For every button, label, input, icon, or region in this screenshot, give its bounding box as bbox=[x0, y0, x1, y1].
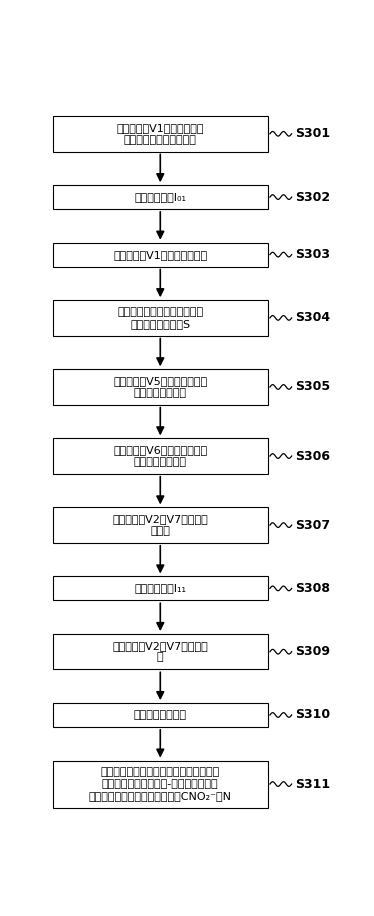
Bar bbox=[53, 439, 268, 474]
Text: S305: S305 bbox=[295, 380, 330, 394]
Bar bbox=[53, 760, 268, 808]
Text: 开启蠕动泵和光源，泵入一定
量的待测样品溶液S: 开启蠕动泵和光源，泵入一定 量的待测样品溶液S bbox=[117, 307, 203, 329]
Bar bbox=[53, 116, 268, 151]
Text: 采集透射光强I₁₁: 采集透射光强I₁₁ bbox=[134, 583, 186, 594]
Text: S307: S307 bbox=[295, 518, 330, 531]
Bar bbox=[53, 369, 268, 405]
Bar bbox=[53, 634, 268, 670]
Bar bbox=[53, 243, 268, 267]
Text: 计算所述样品溶液中亚硝酸盐的吸光度，
利用亚硝酸盐的吸光度-浓度关系曲线，
获得样品溶液中亚硝酸盐的含量CNO₂⁻－N: 计算所述样品溶液中亚硝酸盐的吸光度， 利用亚硝酸盐的吸光度-浓度关系曲线， 获得… bbox=[89, 768, 232, 801]
Text: 关闭电磁阀V2、V7，排出废
液: 关闭电磁阀V2、V7，排出废 液 bbox=[113, 641, 208, 662]
Text: 关闭光源和蠕动泵: 关闭光源和蠕动泵 bbox=[134, 710, 187, 720]
Text: 采集入射光强I₀₁: 采集入射光强I₀₁ bbox=[134, 192, 186, 202]
Bar bbox=[53, 185, 268, 209]
Bar bbox=[53, 576, 268, 600]
Text: S310: S310 bbox=[295, 708, 330, 722]
Bar bbox=[53, 507, 268, 543]
Text: S304: S304 bbox=[295, 311, 330, 324]
Text: S306: S306 bbox=[295, 450, 330, 463]
Text: S301: S301 bbox=[295, 127, 330, 140]
Text: 开启电磁阀V5，泵入一定量的
第一显色剂后关闭: 开启电磁阀V5，泵入一定量的 第一显色剂后关闭 bbox=[113, 376, 207, 398]
Text: S303: S303 bbox=[295, 248, 330, 261]
Text: 开启电磁阀V2、V7，形成封
闭环流: 开启电磁阀V2、V7，形成封 闭环流 bbox=[113, 514, 208, 536]
Text: 开启电磁阀V1、光源和蠕动
泵，泵入蒸馏水冲洗流路: 开启电磁阀V1、光源和蠕动 泵，泵入蒸馏水冲洗流路 bbox=[117, 123, 204, 145]
Text: 关闭电磁阀V1、光源和蠕动泵: 关闭电磁阀V1、光源和蠕动泵 bbox=[113, 249, 207, 259]
Text: S309: S309 bbox=[295, 645, 330, 659]
Bar bbox=[53, 300, 268, 335]
Text: 开启电磁阀V6，泵入一定量的
第二显色剂后关闭: 开启电磁阀V6，泵入一定量的 第二显色剂后关闭 bbox=[113, 445, 207, 467]
Bar bbox=[53, 703, 268, 727]
Text: S308: S308 bbox=[295, 582, 330, 594]
Text: S311: S311 bbox=[295, 778, 330, 791]
Text: S302: S302 bbox=[295, 191, 330, 203]
